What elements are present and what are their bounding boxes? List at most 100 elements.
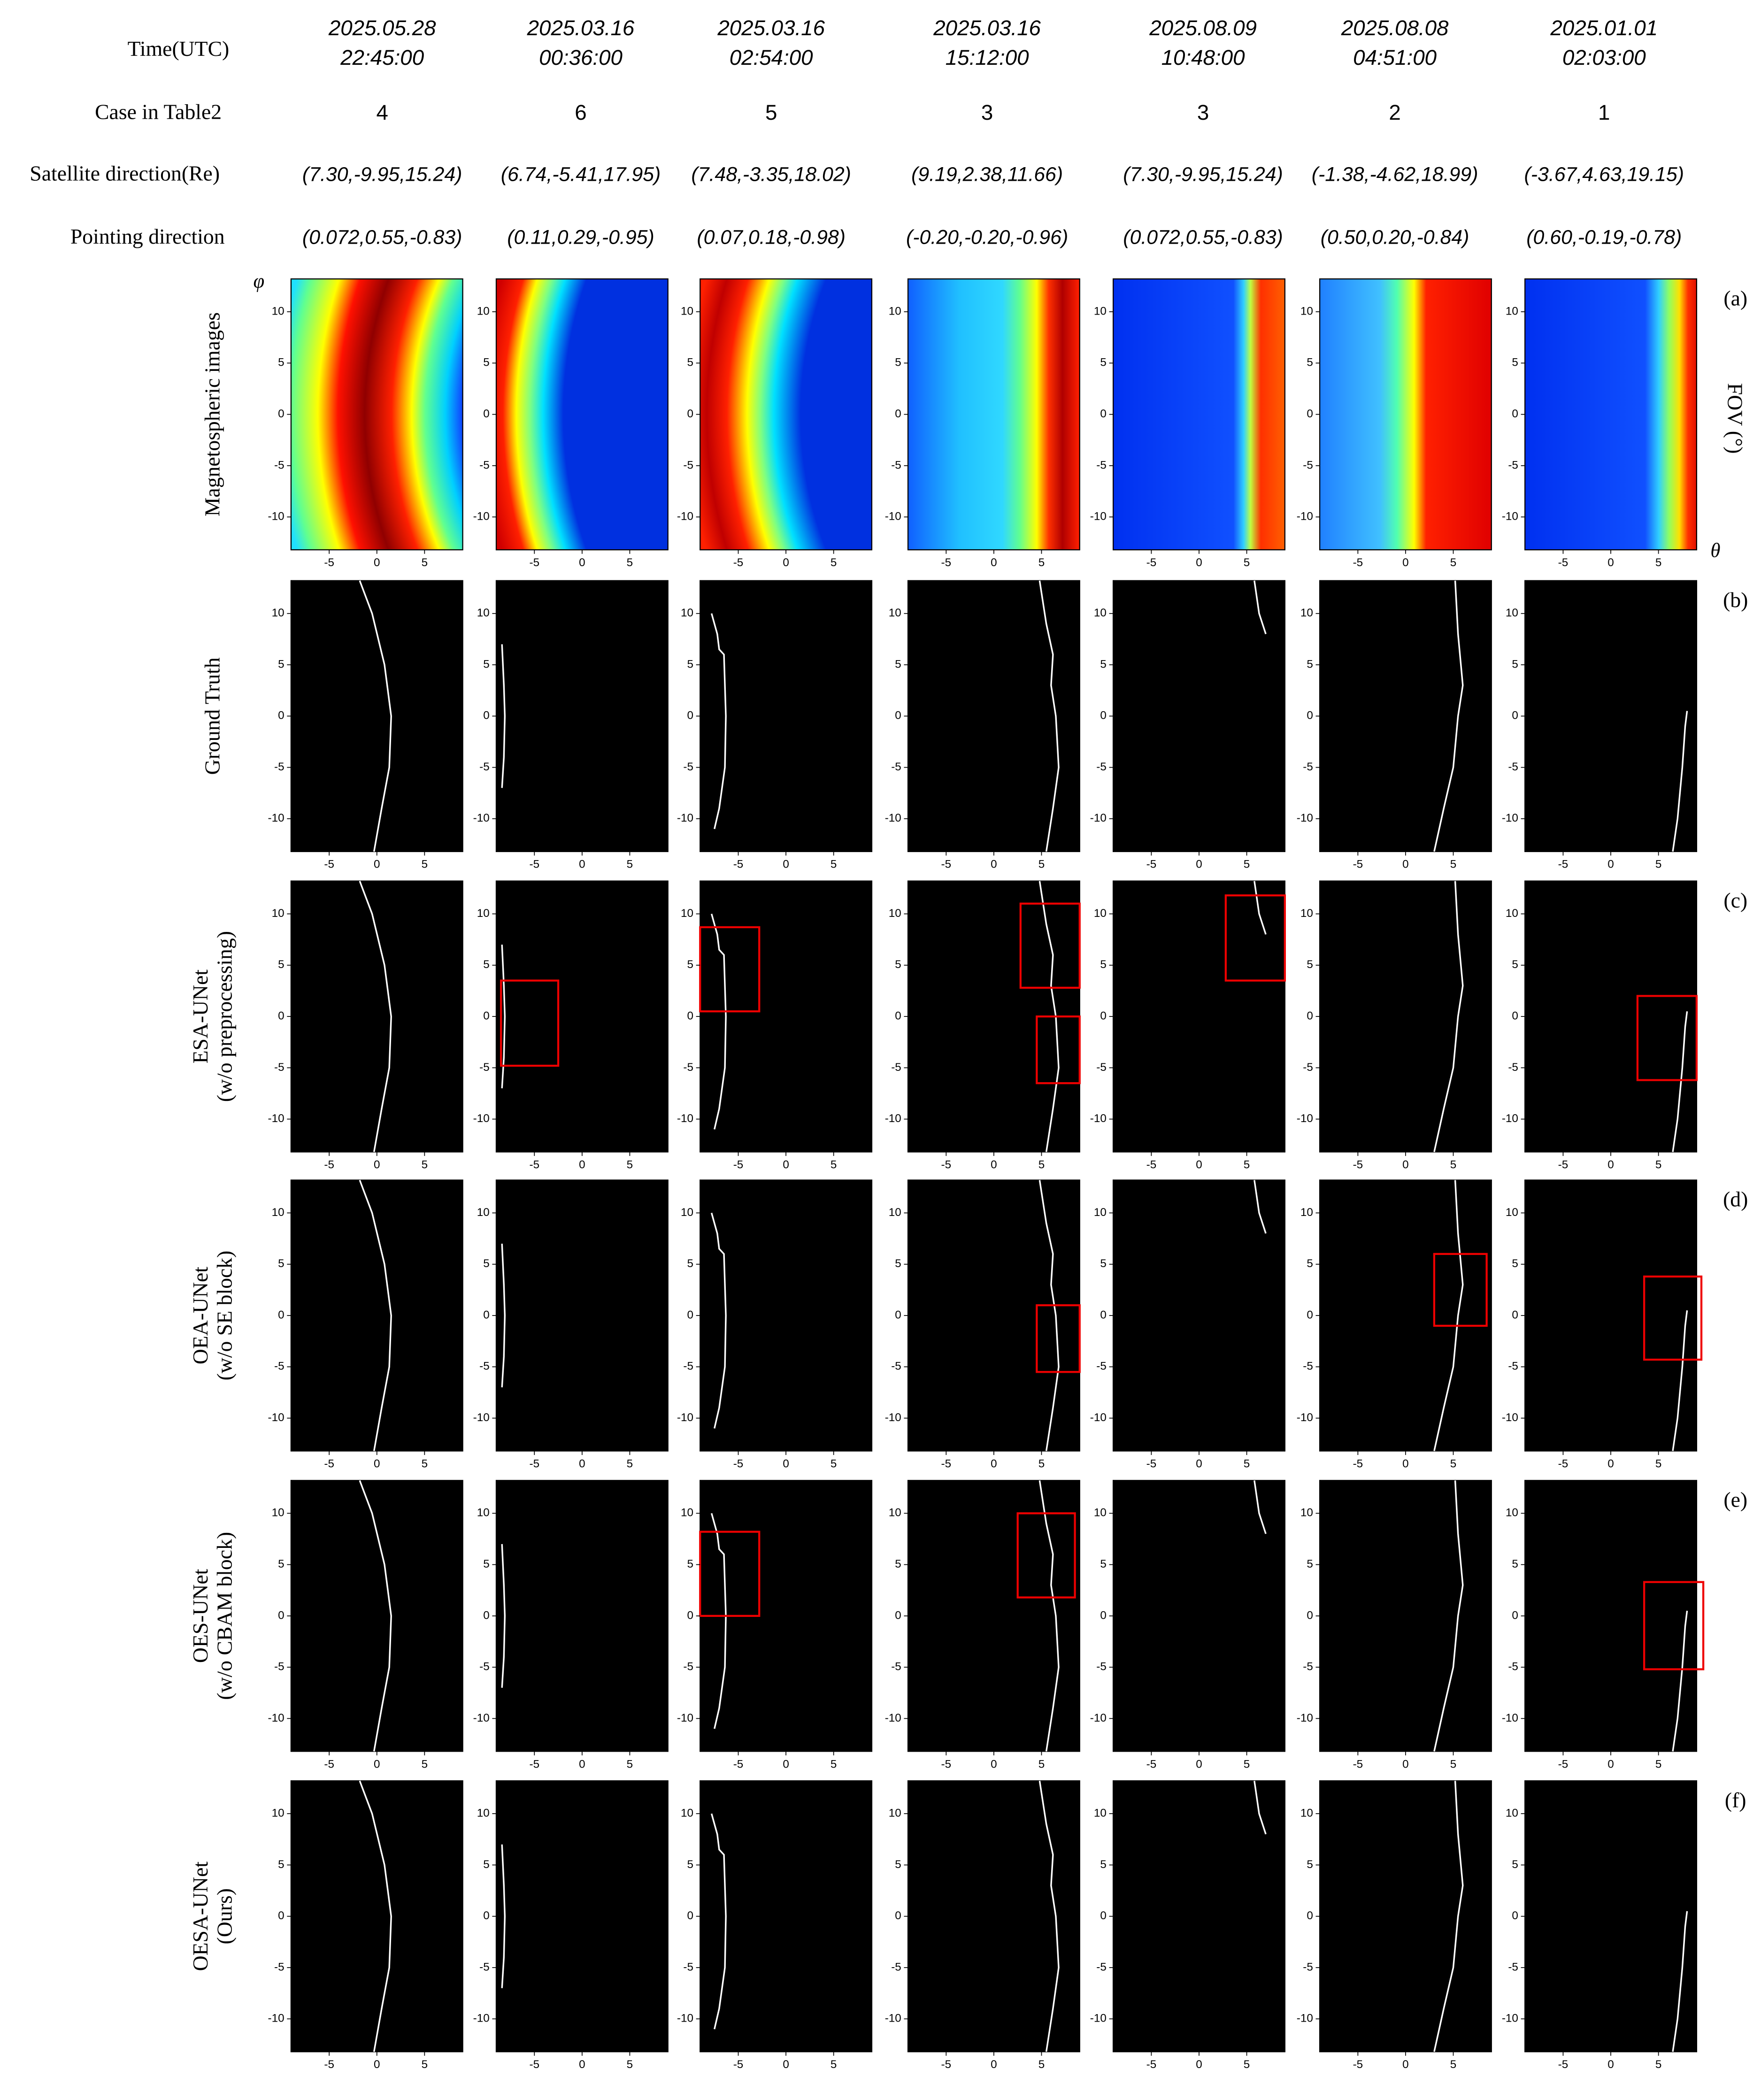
y-tick-label: -10	[1297, 2012, 1313, 2025]
y-tick-label: 0	[1100, 1308, 1107, 1321]
boundary-image	[1319, 1480, 1492, 1752]
boundary-image	[290, 1780, 463, 2053]
boundary-line	[1253, 580, 1267, 634]
boundary-line	[1038, 580, 1060, 852]
x-tick-label: 0	[783, 1159, 789, 1171]
x-tick-label: -5	[324, 1458, 334, 1470]
y-tick-label: 0	[1307, 1609, 1313, 1622]
time-clock: 00:36:00	[539, 46, 623, 69]
x-tick-label: 5	[1655, 2058, 1662, 2071]
satellite-direction: (-3.67,4.63,19.15)	[1524, 163, 1684, 185]
x-tick-label: 0	[1607, 1159, 1614, 1171]
y-tick-label: 5	[687, 1257, 693, 1270]
boundary-line	[710, 914, 727, 1130]
time-date: 2025.08.09	[1149, 16, 1257, 40]
x-tick-label: 0	[991, 1159, 997, 1171]
boundary-image	[700, 880, 873, 1153]
heatmap-image	[495, 278, 669, 551]
x-tick-label: 5	[1655, 1758, 1662, 1770]
y-tick-label: 0	[895, 408, 901, 420]
y-tick-label: -5	[1096, 1961, 1107, 1973]
y-tick-label: 0	[1307, 1009, 1313, 1022]
boundary-line	[1038, 1180, 1060, 1451]
x-tick-label: 5	[1655, 1458, 1662, 1470]
highlight-box	[1036, 1015, 1081, 1085]
y-tick-label: -5	[479, 1661, 490, 1673]
y-tick-label: 10	[272, 1206, 285, 1219]
x-tick-label: 5	[831, 858, 837, 871]
y-tick-label: -10	[1297, 1411, 1313, 1424]
x-tick-label: 5	[1450, 1159, 1457, 1171]
x-tick-label: 5	[627, 1159, 633, 1171]
y-tick-label: 10	[1506, 1507, 1518, 1519]
x-tick-label: 5	[831, 2058, 837, 2071]
y-tick-label: 5	[278, 1558, 285, 1570]
x-tick-label: -5	[1353, 1758, 1363, 1770]
y-tick-label: 5	[483, 356, 490, 369]
boundary-line	[1433, 1480, 1464, 1752]
panel-tag: (d)	[1723, 1187, 1748, 1211]
x-tick-label: 0	[1402, 1758, 1409, 1770]
highlight-box	[1019, 902, 1081, 989]
y-tick-label: 5	[1307, 1558, 1313, 1570]
x-tick-label: 0	[579, 1159, 585, 1171]
highlight-box	[1224, 894, 1286, 982]
y-tick-label: -5	[891, 1360, 901, 1373]
x-tick-label: -5	[1353, 1458, 1363, 1470]
boundary-image	[1524, 1179, 1698, 1452]
y-tick-label: 10	[272, 607, 285, 619]
x-tick-label: 0	[1607, 858, 1614, 871]
y-tick-label: 10	[1506, 607, 1518, 619]
y-tick-label: -10	[885, 1411, 901, 1424]
highlight-box	[1016, 1512, 1076, 1599]
boundary-image	[1319, 580, 1492, 852]
boundary-image	[1524, 1480, 1698, 1752]
row-label: OES-UNet	[188, 1569, 212, 1663]
time-date: 2025.08.08	[1341, 16, 1449, 40]
y-tick-label: 10	[1506, 305, 1518, 317]
x-tick-label: -5	[733, 556, 744, 569]
x-tick-label: -5	[324, 556, 334, 569]
y-tick-label: -5	[683, 1061, 693, 1074]
x-tick-label: 5	[1244, 858, 1250, 871]
y-tick-label: -10	[1297, 1112, 1313, 1125]
x-tick-label: 5	[1244, 556, 1250, 569]
x-tick-label: -5	[529, 2058, 539, 2071]
y-tick-label: 5	[1100, 356, 1107, 369]
y-tick-label: 0	[687, 1308, 693, 1321]
y-tick-label: 10	[889, 1206, 901, 1219]
row-label: (Ours)	[212, 1888, 236, 1944]
y-tick-label: 0	[895, 1009, 901, 1022]
y-tick-label: -5	[683, 459, 693, 471]
y-tick-label: 0	[1512, 1308, 1518, 1321]
x-tick-label: -5	[1353, 1159, 1363, 1171]
x-tick-label: 0	[1196, 1458, 1202, 1470]
y-tick-label: -10	[1297, 510, 1313, 523]
highlight-box	[1636, 995, 1698, 1081]
y-tick-label: 0	[687, 1609, 693, 1622]
x-tick-label: 0	[783, 1458, 789, 1470]
x-tick-label: 5	[1655, 556, 1662, 569]
boundary-line	[710, 1513, 727, 1729]
fov-label: FOV (°)	[1723, 383, 1747, 454]
boundary-image	[1524, 1780, 1698, 2053]
y-tick-label: 0	[895, 1308, 901, 1321]
y-tick-label: -5	[1096, 459, 1107, 471]
x-tick-label: -5	[1146, 1159, 1157, 1171]
y-tick-label: 5	[895, 958, 901, 971]
x-tick-label: -5	[733, 858, 744, 871]
y-tick-label: -10	[1090, 2012, 1107, 2025]
x-tick-label: 5	[1450, 556, 1457, 569]
boundary-image	[290, 1179, 463, 1452]
boundary-line	[359, 1179, 392, 1451]
case-number: 1	[1598, 100, 1610, 124]
highlight-box	[1036, 1304, 1081, 1373]
x-tick-label: -5	[941, 556, 952, 569]
y-tick-label: -5	[1508, 761, 1518, 773]
x-tick-label: 0	[374, 556, 380, 569]
y-tick-label: -5	[274, 1961, 285, 1973]
satellite-direction: (7.30,-9.95,15.24)	[1123, 163, 1283, 185]
x-tick-label: 0	[579, 858, 585, 871]
